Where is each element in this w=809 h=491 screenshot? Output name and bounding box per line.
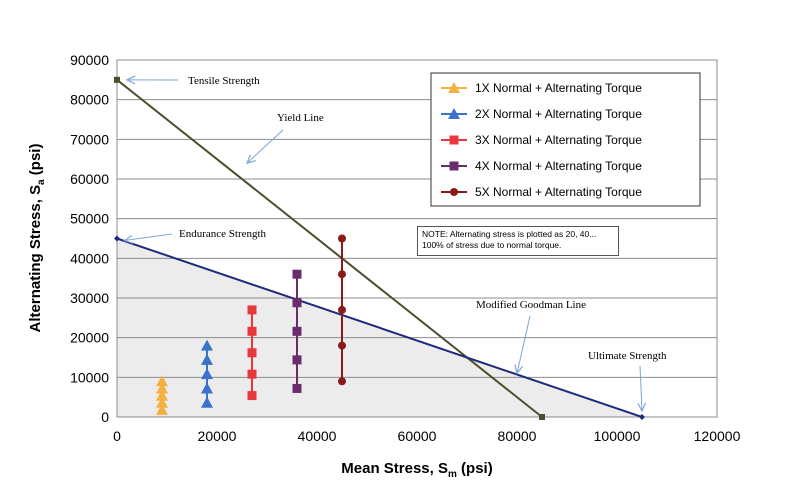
note-box: NOTE: Alternating stress is plotted as 2… — [417, 226, 619, 256]
yield-line — [116, 79, 543, 418]
data-series — [156, 234, 346, 415]
series-2x — [201, 339, 213, 408]
data-point — [201, 353, 213, 365]
data-point — [156, 403, 168, 415]
x-tick-label: 0 — [113, 428, 121, 444]
legend-markers — [441, 82, 467, 196]
data-point — [292, 298, 302, 308]
y-tick-label: 40000 — [70, 250, 109, 266]
annotation-ultimate-strength: Ultimate Strength — [588, 350, 667, 362]
annotation-tensile-strength: Tensile Strength — [188, 75, 260, 87]
x-axis-title: Mean Stress, Sm (psi) — [341, 460, 492, 480]
data-point — [201, 368, 213, 380]
y-tick-label: 80000 — [70, 92, 109, 108]
data-point — [156, 375, 168, 387]
arrow-yield-line — [245, 129, 284, 165]
data-point — [156, 396, 168, 408]
legend-marker — [449, 161, 459, 171]
legend-box — [430, 72, 701, 207]
y-axis-title-main: Alternating Stress, S — [27, 185, 44, 333]
data-point — [292, 383, 302, 393]
x-tick-label: 100000 — [594, 428, 641, 444]
y-tick-label: 30000 — [70, 290, 109, 306]
data-point — [292, 326, 302, 336]
x-axis-title-subscript: m — [448, 469, 457, 480]
annotation-endurance-strength: Endurance Strength — [179, 228, 267, 240]
y-tick-label: 70000 — [70, 131, 109, 147]
data-point — [247, 391, 257, 401]
arrow-endurance-strength — [123, 233, 173, 244]
arrow-goodman-line — [514, 315, 531, 375]
arrow-tensile-strength — [125, 75, 179, 85]
legend-label-2x: 2X Normal + Alternating Torque — [475, 107, 642, 121]
goodman-line — [116, 237, 643, 418]
tick-labels: 0 10000 20000 30000 40000 50000 60000 70000 8000… — [70, 52, 741, 444]
data-point — [338, 234, 346, 243]
reference-lines — [114, 76, 645, 420]
data-point — [338, 270, 346, 279]
series-4x — [292, 269, 302, 393]
y-tick-label: 20000 — [70, 330, 109, 346]
annotation-arrows — [123, 75, 647, 413]
y-tick-label: 50000 — [70, 211, 109, 227]
x-tick-label: 60000 — [398, 428, 437, 444]
legend-label-5x: 5X Normal + Alternating Torque — [475, 185, 642, 199]
data-point — [292, 355, 302, 365]
data-point — [201, 382, 213, 394]
legend-label-1x: 1X Normal + Alternating Torque — [475, 81, 642, 95]
y-tick-label: 0 — [101, 409, 109, 425]
legend-marker — [449, 135, 459, 145]
x-tick-label: 120000 — [694, 428, 741, 444]
yield-line-endpoint — [114, 76, 120, 83]
legend-label-3x: 3X Normal + Alternating Torque — [475, 133, 642, 147]
arrow-ultimate-strength — [637, 365, 647, 413]
data-point — [338, 341, 346, 350]
data-point — [201, 339, 213, 351]
x-axis-title-unit: (psi) — [457, 460, 493, 477]
legend-label-4x: 4X Normal + Alternating Torque — [475, 159, 642, 173]
x-axis-title-main: Mean Stress, S — [341, 460, 448, 477]
data-point — [247, 348, 257, 358]
data-point — [338, 305, 346, 314]
x-tick-label: 20000 — [198, 428, 237, 444]
arrow-head — [637, 402, 647, 413]
arrow-shaft — [124, 233, 173, 241]
arrow-head — [125, 75, 136, 85]
legend-marker — [448, 108, 460, 119]
arrow-head — [123, 235, 134, 244]
y-axis-title-unit: (psi) — [27, 144, 44, 180]
arrow-head — [514, 364, 524, 375]
y-tick-label: 60000 — [70, 171, 109, 187]
data-point — [247, 326, 257, 336]
y-axis-title-subscript: a — [36, 179, 47, 185]
y-tick-label: 10000 — [70, 369, 109, 385]
data-point — [247, 305, 257, 315]
series-1x — [156, 375, 168, 415]
data-point — [201, 396, 213, 408]
arrow-head — [245, 154, 256, 165]
yield-line-endpoint — [539, 414, 545, 420]
y-axis-title: Alternating Stress, Sa (psi) — [27, 144, 47, 333]
arrow-shaft — [246, 129, 284, 164]
goodman-line-endpoint — [639, 414, 645, 420]
legend-marker — [450, 188, 458, 196]
y-tick-label: 90000 — [70, 52, 109, 68]
series-3x — [247, 305, 257, 401]
arrow-shaft — [639, 365, 643, 412]
data-point — [338, 377, 346, 386]
goodman-line-endpoint — [114, 235, 120, 242]
x-tick-label: 40000 — [298, 428, 337, 444]
data-point — [247, 369, 257, 379]
arrow-shaft — [516, 315, 531, 374]
legend: 1X Normal + Alternating Torque 2X Normal… — [430, 72, 701, 207]
annotation-yield-line: Yield Line — [277, 112, 324, 124]
x-tick-label: 80000 — [498, 428, 537, 444]
series-5x — [338, 234, 346, 386]
data-point — [292, 269, 302, 279]
annotation-modified-goodman-line: Modified Goodman Line — [476, 299, 586, 311]
legend-marker — [448, 82, 460, 93]
data-point — [156, 389, 168, 401]
data-point — [156, 382, 168, 394]
